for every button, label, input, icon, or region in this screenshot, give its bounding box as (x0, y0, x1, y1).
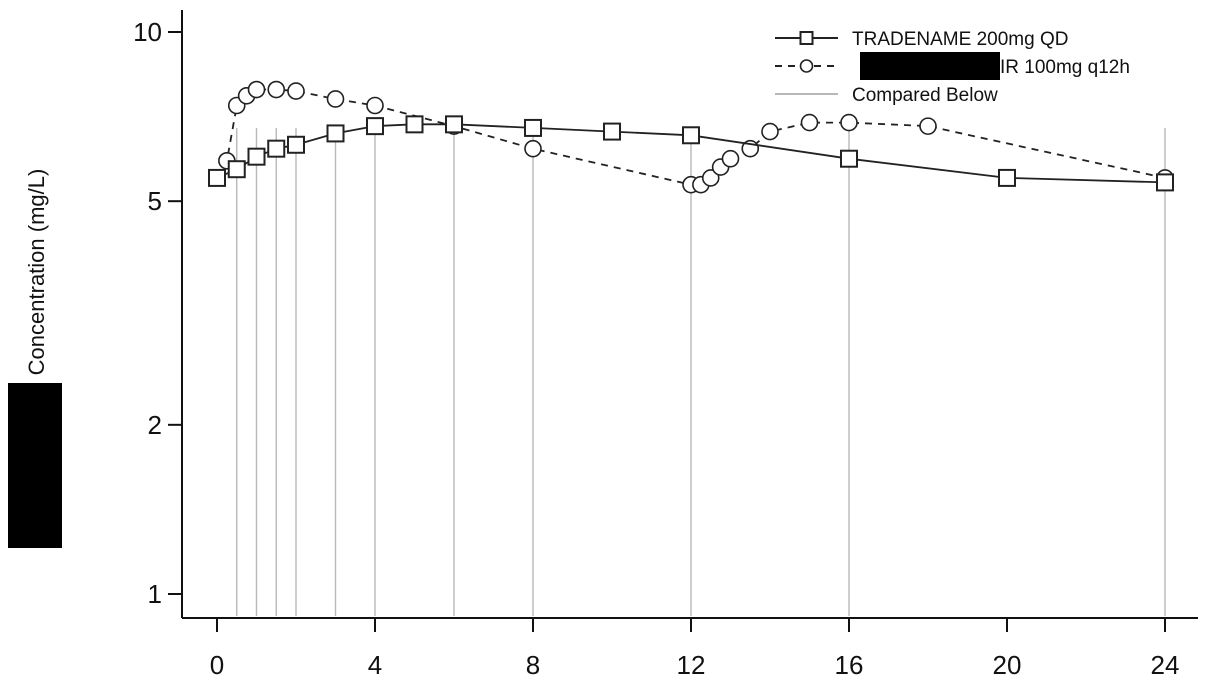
circle-marker (326, 90, 345, 108)
y-tick-label: 1 (148, 579, 162, 609)
legend-label: IR 100mg q12h (1000, 57, 1130, 78)
circle-marker (267, 80, 286, 99)
square-marker (326, 124, 345, 143)
x-tick-label: 8 (526, 650, 540, 680)
square-marker (267, 139, 286, 158)
square-marker (998, 168, 1016, 187)
x-tick-label: 12 (677, 650, 706, 680)
legend-square-marker (799, 31, 814, 45)
series-group (208, 80, 1174, 194)
y-tick-label: 10 (133, 17, 162, 47)
series-q12h (208, 80, 1174, 194)
square-marker (247, 147, 266, 166)
square-marker (603, 122, 621, 141)
circle-marker (721, 149, 740, 168)
redaction-block (8, 383, 62, 548)
square-marker (445, 115, 463, 134)
legend-redaction (860, 52, 1000, 80)
y-axis-title: Concentration (mg/L) (24, 169, 49, 376)
legend-label: Compared Below (852, 85, 998, 106)
square-marker (682, 126, 700, 145)
square-marker (1156, 173, 1174, 192)
circle-marker (840, 113, 858, 132)
x-tick-label: 20 (993, 650, 1022, 680)
circle-marker (366, 96, 384, 115)
circle-marker (247, 80, 266, 99)
circle-marker (800, 113, 819, 132)
y-tick-label: 5 (148, 186, 162, 216)
legend-circle-marker (799, 59, 814, 73)
reference-lines (236, 128, 1166, 616)
circle-marker (287, 82, 305, 100)
circle-marker (761, 122, 779, 141)
y-tick-label: 2 (148, 410, 162, 440)
legend: TRADENAME 200mg QD IR 100mg q12hCompared … (775, 29, 1130, 106)
x-tick-label: 4 (368, 650, 382, 680)
circle-marker (524, 139, 542, 158)
square-marker (840, 149, 858, 168)
x-tick-label: 16 (835, 650, 864, 680)
circle-marker (701, 169, 720, 187)
legend-label: TRADENAME 200mg QD (852, 29, 1068, 50)
square-marker (227, 160, 246, 179)
square-marker (524, 118, 542, 137)
series-qd (208, 115, 1174, 192)
x-tick-label: 0 (210, 650, 224, 680)
square-marker (287, 135, 305, 154)
x-tick-label: 24 (1151, 650, 1180, 680)
circle-marker (919, 117, 937, 135)
square-marker (208, 168, 226, 187)
square-marker (405, 115, 424, 134)
square-marker (366, 117, 384, 136)
